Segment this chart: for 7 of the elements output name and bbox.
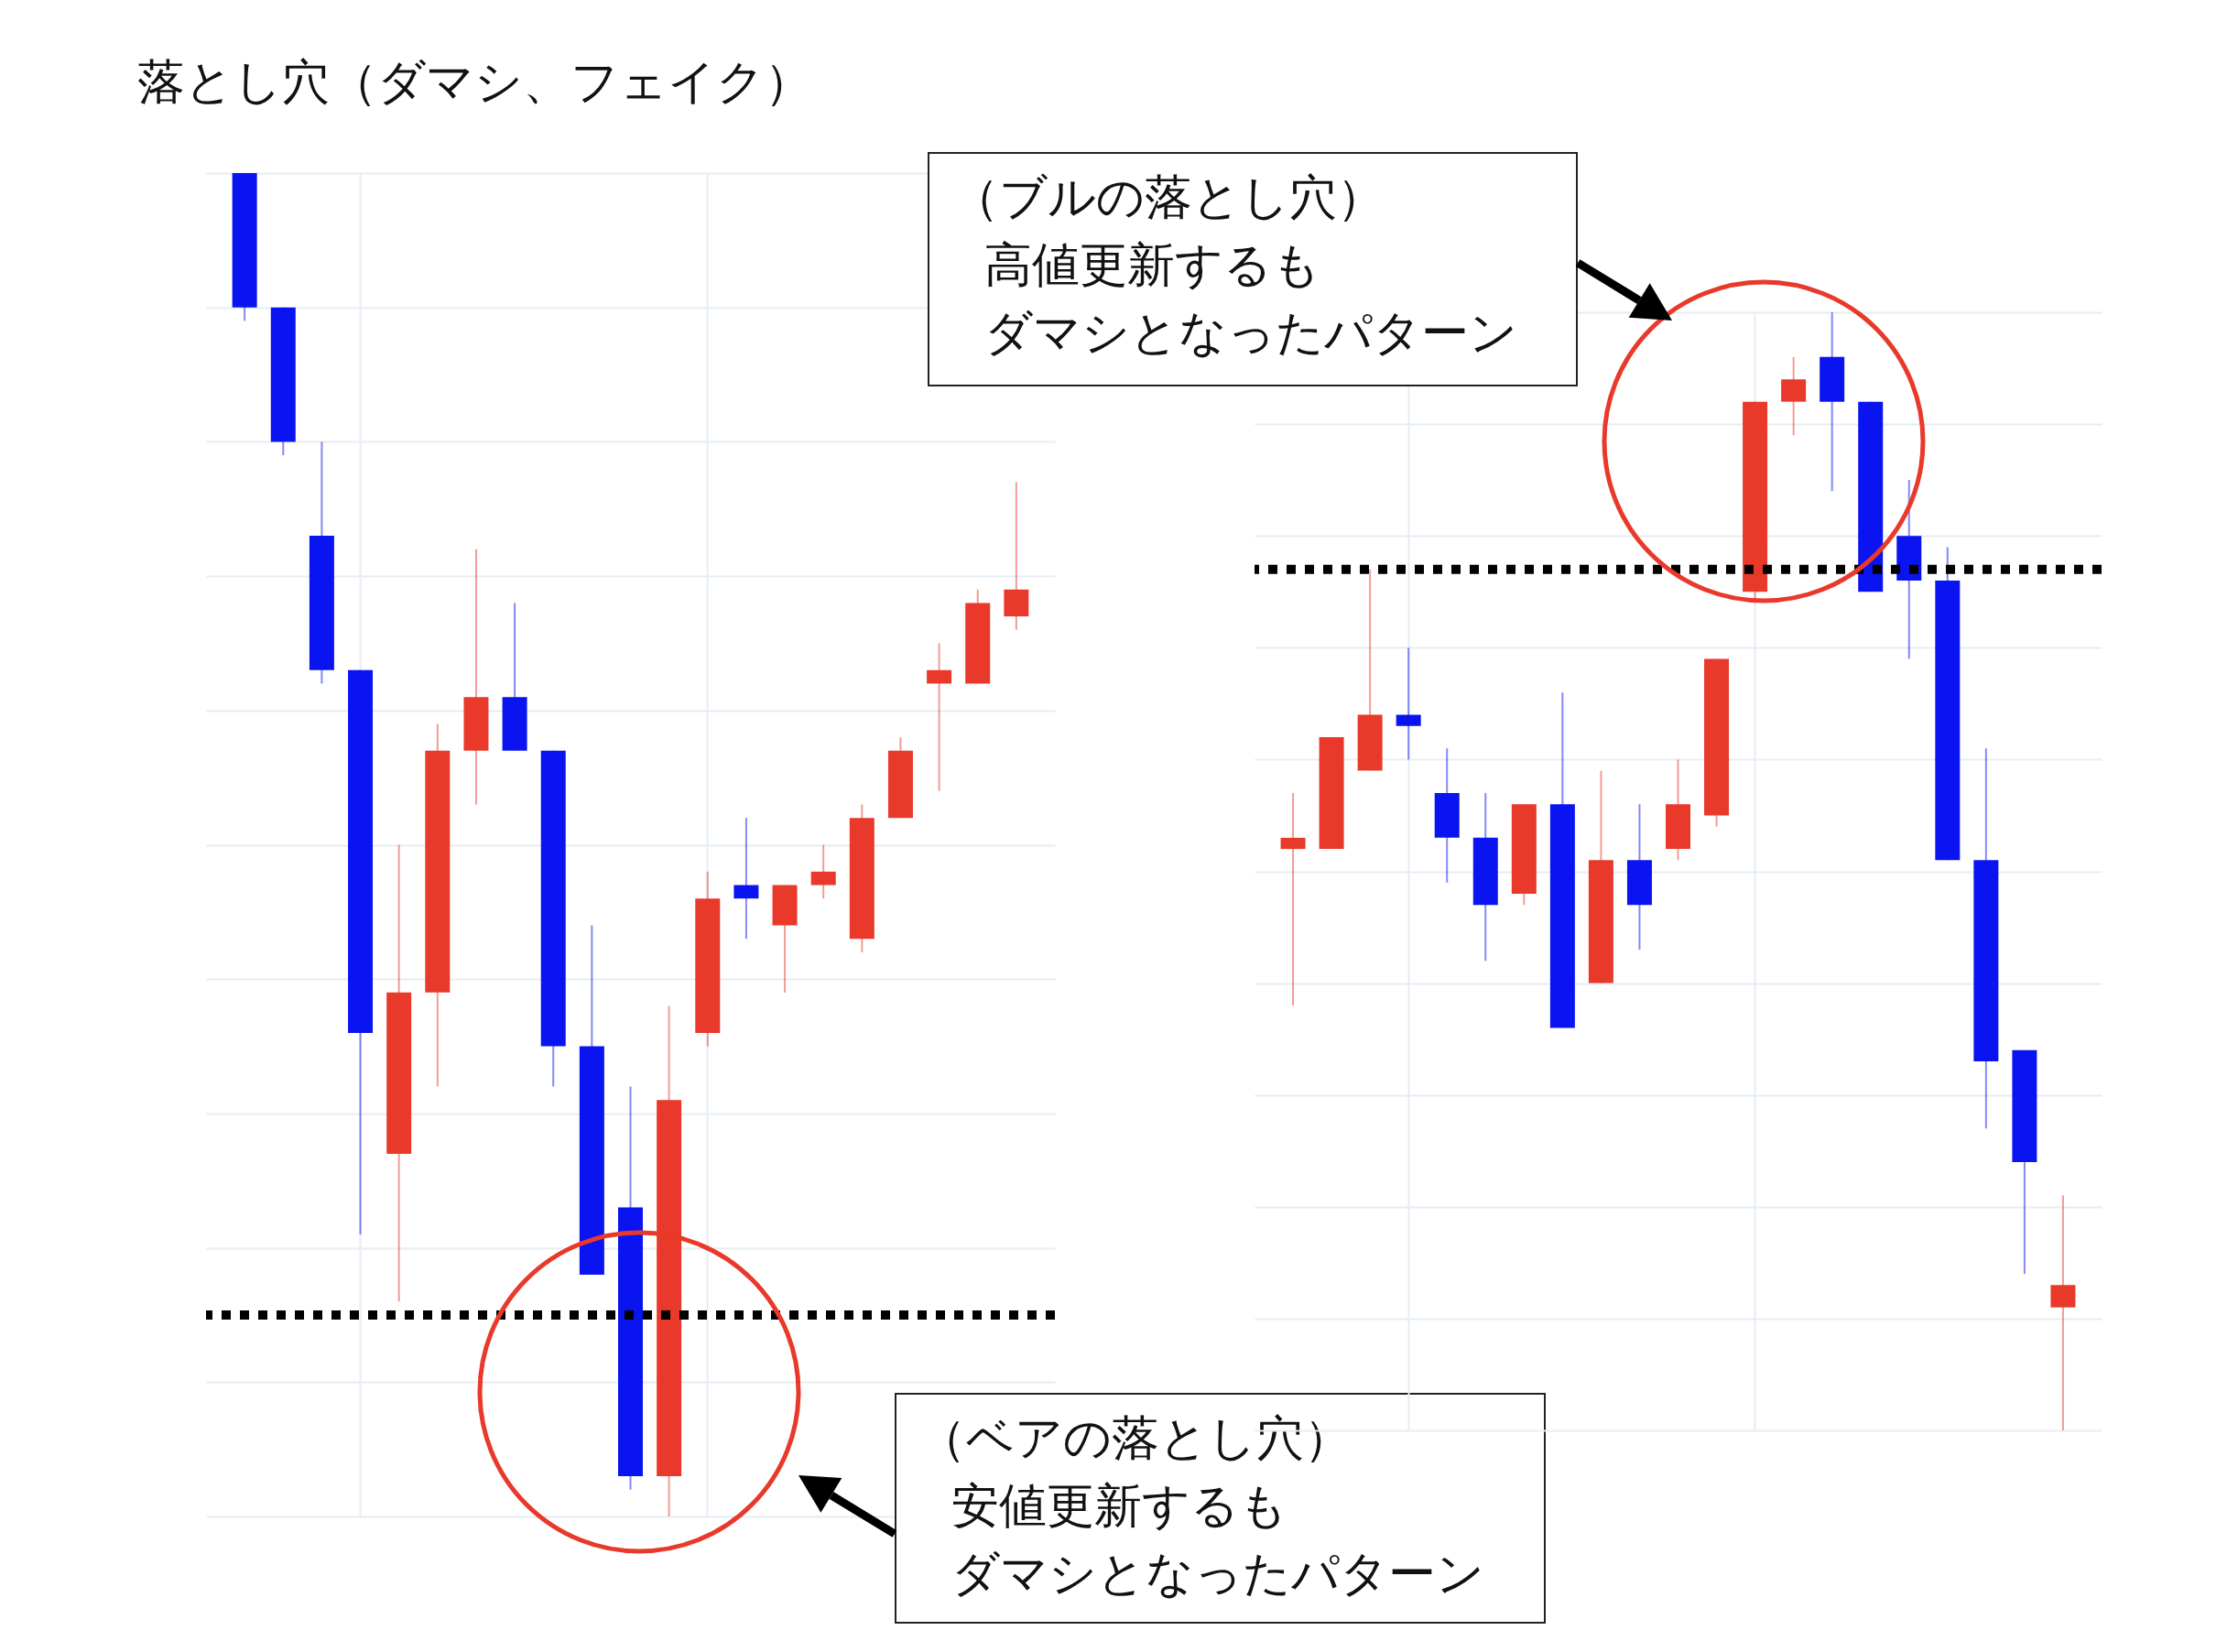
chart-title: 落とし穴（ダマシ、フェイク） (137, 53, 812, 111)
annotation: （ブルの落とし穴） (951, 168, 1385, 226)
annotation: ダマシとなったパターン (983, 304, 1518, 362)
annotation: 安値更新するも (951, 1477, 1288, 1535)
text: ダマシとなったパターン (951, 1545, 1485, 1603)
annotation: （ベアの落とし穴） (918, 1409, 1352, 1467)
annotation: 高値更新するも (983, 236, 1321, 294)
